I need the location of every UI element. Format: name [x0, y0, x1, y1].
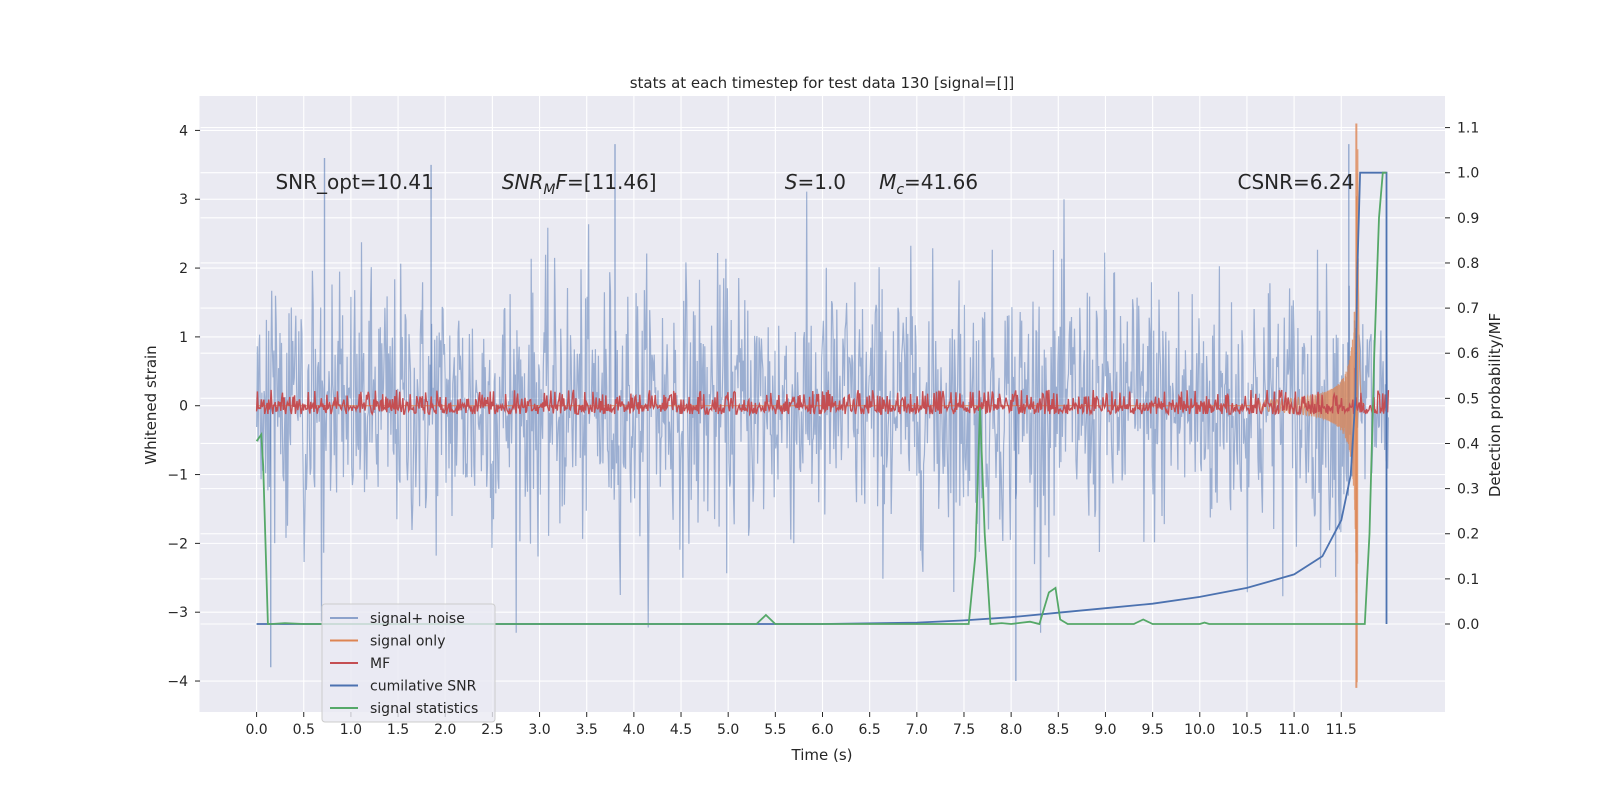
legend-label: cumilative SNR: [370, 679, 477, 695]
y2-tick-label: 0.7: [1457, 301, 1479, 317]
x-tick-label: 9.0: [1094, 722, 1116, 738]
series-signal-statistics: [255, 171, 1387, 626]
stat-annotation: SNR_opt=10.41: [275, 170, 433, 194]
x-tick-label: 2.0: [434, 722, 456, 738]
x-tick-label: 0.0: [245, 722, 267, 738]
x-tick-label: 3.5: [576, 722, 598, 738]
stat-annotation: CSNR=6.24: [1238, 170, 1355, 194]
y-tick-label: −3: [167, 605, 188, 621]
x-axis-label: Time (s): [791, 746, 853, 764]
y2-tick-label: 0.1: [1457, 572, 1479, 588]
x-tick-label: 8.5: [1047, 722, 1069, 738]
y2-tick-label: 0.0: [1457, 617, 1479, 633]
x-tick-label: 6.5: [859, 722, 881, 738]
x-tick-label: 11.0: [1279, 722, 1310, 738]
y-tick-label: −1: [167, 468, 188, 484]
axis-ticks: 0.0 0.5 1.0 1.5 2.0 2.5 3.0 3.5 4.0 4.5 5.0 5.5 6.0 6…: [167, 96, 1479, 738]
legend: signal+ noise signal only MF cumilative SNR…: [321, 603, 496, 723]
y2-axis-label: Detection probability/MF: [1486, 313, 1504, 497]
x-tick-label: 7.5: [953, 722, 975, 738]
stat-annotation: Mc=41.66: [879, 170, 978, 198]
x-tick-label: 1.5: [387, 722, 409, 738]
series-signal-noise: [256, 191, 1389, 633]
x-tick-label: 10.5: [1231, 722, 1262, 738]
x-tick-label: 5.0: [717, 722, 739, 738]
x-tick-label: 4.5: [670, 722, 692, 738]
series-mf: [255, 389, 1390, 417]
stat-annotation: S=1.0: [785, 170, 846, 194]
x-tick-label: 6.0: [811, 722, 833, 738]
x-tick-label: 3.0: [528, 722, 550, 738]
x-tick-label: 5.5: [764, 722, 786, 738]
series-cumulative-snr: [256, 171, 1388, 625]
y-tick-label: 4: [179, 123, 188, 139]
y-axis-label: Whitened strain: [142, 345, 160, 464]
x-tick-label: 11.5: [1326, 722, 1357, 738]
legend-label: signal statistics: [370, 701, 478, 717]
stat-annotation: SNRMF=[11.46]: [502, 170, 657, 198]
y2-tick-label: 1.0: [1457, 166, 1479, 182]
y-tick-label: −2: [167, 536, 188, 552]
y2-tick-label: 0.3: [1457, 482, 1479, 498]
annotations: SNR_opt=10.41 SNRMF=[11.46] S=1.0 Mc=41.66 C…: [275, 170, 1354, 198]
x-tick-label: 2.5: [481, 722, 503, 738]
x-tick-label: 4.0: [623, 722, 645, 738]
chart-title: stats at each timestep for test data 130…: [630, 74, 1015, 92]
y-tick-label: 3: [179, 192, 188, 208]
y2-tick-label: 0.5: [1457, 391, 1479, 407]
x-tick-label: 9.5: [1141, 722, 1163, 738]
x-tick-label: 8.0: [1000, 722, 1022, 738]
y-tick-label: 1: [179, 330, 188, 346]
legend-label: signal only: [370, 634, 445, 650]
y-tick-label: 2: [179, 261, 188, 277]
x-tick-label: 1.0: [340, 722, 362, 738]
y-tick-label: 0: [179, 399, 188, 415]
series-layer: [255, 123, 1390, 688]
y2-tick-label: 0.9: [1457, 211, 1479, 227]
x-tick-label: 10.0: [1184, 722, 1215, 738]
x-tick-label: 0.5: [293, 722, 315, 738]
y-tick-label: −4: [167, 674, 188, 690]
y2-tick-label: 0.4: [1457, 436, 1479, 452]
legend-label: signal+ noise: [370, 611, 465, 627]
y2-tick-label: 0.2: [1457, 527, 1479, 543]
y2-tick-label: 0.6: [1457, 346, 1479, 362]
y2-tick-label: 1.1: [1457, 121, 1479, 137]
series-signal-only: [1255, 149, 1366, 683]
legend-label: MF: [370, 656, 390, 672]
y2-tick-label: 0.8: [1457, 256, 1479, 272]
legend-box: [321, 603, 496, 723]
x-tick-label: 7.0: [906, 722, 928, 738]
